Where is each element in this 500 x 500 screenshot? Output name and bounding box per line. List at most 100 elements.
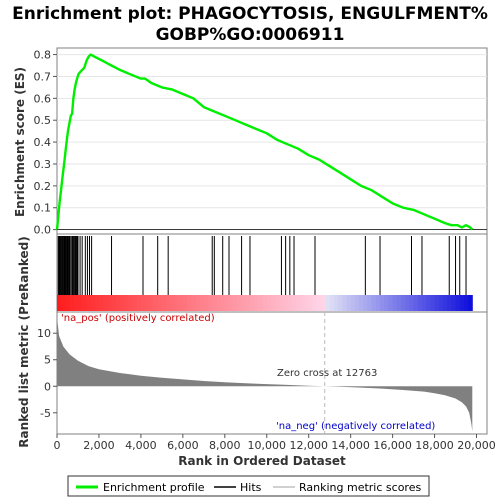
heatmap-segment xyxy=(338,295,343,311)
es-y-tick-label: 0.4 xyxy=(34,136,52,149)
es-y-tick-label: 0.7 xyxy=(34,70,52,83)
x-axis-label: Rank in Ordered Dataset xyxy=(178,454,346,468)
x-tick-label: 0 xyxy=(54,439,61,452)
heatmap-segment xyxy=(321,295,326,311)
heatmap-segment xyxy=(329,295,335,311)
es-y-tick-label: 0.5 xyxy=(34,114,52,127)
heatmap-segment xyxy=(388,295,394,311)
heatmap-segment xyxy=(438,295,444,311)
heatmap-segment xyxy=(203,295,209,311)
heatmap-segment xyxy=(409,295,415,311)
heatmap-segment xyxy=(149,295,154,311)
heatmap-segment xyxy=(308,295,314,311)
heatmap-segment xyxy=(426,295,431,311)
legend-box xyxy=(67,475,430,497)
rank-y-tick-label: 5 xyxy=(44,354,51,367)
heatmap-segment xyxy=(191,295,196,311)
neg-correlated-label: 'na_neg' (negatively correlated) xyxy=(276,421,435,432)
heatmap-segment xyxy=(380,295,385,311)
heatmap-segment xyxy=(216,295,222,311)
heatmap-segment xyxy=(346,295,352,311)
es-y-tick-label: 0.0 xyxy=(34,224,52,237)
heatmap-segment xyxy=(111,295,117,311)
es-y-tick-label: 0.1 xyxy=(34,202,52,215)
heatmap-segment xyxy=(178,295,184,311)
heatmap-segment xyxy=(119,295,125,311)
heatmap-segment xyxy=(77,295,83,311)
heatmap-segment xyxy=(115,295,121,311)
heatmap-segment xyxy=(270,295,276,311)
heatmap-segment xyxy=(413,295,419,311)
heatmap-segment xyxy=(107,295,113,311)
es-y-axis-label: Enrichment score (ES) xyxy=(13,67,27,217)
heatmap-segment xyxy=(61,295,66,311)
heatmap-segment xyxy=(182,295,188,311)
x-tick-label: 18,000 xyxy=(415,439,454,452)
heatmap-segment xyxy=(157,295,163,311)
heatmap-segment xyxy=(212,295,217,311)
heatmap-segment xyxy=(98,295,104,311)
heatmap-segment xyxy=(166,295,171,311)
x-tick-label: 14,000 xyxy=(331,439,370,452)
rank-y-tick-label: 0 xyxy=(44,380,51,393)
heatmap-segment xyxy=(359,295,364,311)
heatmap-segment xyxy=(287,295,293,311)
es-panel-frame xyxy=(56,47,488,235)
heatmap-segment xyxy=(153,295,159,311)
heatmap-segment xyxy=(392,295,398,311)
es-y-tick-label: 0.3 xyxy=(34,158,52,171)
heatmap-segment xyxy=(254,295,259,311)
heatmap-segment xyxy=(245,295,251,311)
heatmap-segment xyxy=(342,295,347,311)
heatmap-segment xyxy=(333,295,339,311)
rank-y-tick-label: -5 xyxy=(40,407,51,420)
legend-enrichment-label: Enrichment profile xyxy=(103,481,205,494)
rank-heatmap-bar xyxy=(57,295,473,311)
heatmap-segment xyxy=(430,295,436,311)
heatmap-segment xyxy=(103,295,108,311)
heatmap-segment xyxy=(459,295,465,311)
heatmap-segment xyxy=(233,295,238,311)
heatmap-segment xyxy=(434,295,440,311)
heatmap-segment xyxy=(199,295,205,311)
legend-hits-label: Hits xyxy=(240,481,262,494)
heatmap-segment xyxy=(384,295,389,311)
es-y-tick-label: 0.2 xyxy=(34,180,52,193)
rank-y-tick-label: 10 xyxy=(37,327,51,340)
x-tick-label: 4,000 xyxy=(125,439,157,452)
heatmap-segment xyxy=(170,295,175,311)
pos-correlated-label: 'na_pos' (positively correlated) xyxy=(61,313,215,324)
heatmap-segment xyxy=(291,295,297,311)
heatmap-segment xyxy=(283,295,289,311)
heatmap-segment xyxy=(195,295,201,311)
x-tick-label: 12,000 xyxy=(289,439,328,452)
es-y-tick-label: 0.8 xyxy=(34,49,52,62)
es-y-tick-label: 0.6 xyxy=(34,92,52,105)
x-tick-label: 10,000 xyxy=(248,439,287,452)
heatmap-segment xyxy=(136,295,142,311)
heatmap-segment xyxy=(275,295,280,311)
heatmap-segment xyxy=(132,295,138,311)
heatmap-segment xyxy=(296,295,301,311)
heatmap-segment xyxy=(86,295,92,311)
heatmap-segment xyxy=(350,295,356,311)
x-tick-label: 8,000 xyxy=(209,439,241,452)
heatmap-segment xyxy=(367,295,373,311)
heatmap-segment xyxy=(57,295,62,311)
heatmap-segment xyxy=(258,295,264,311)
heatmap-segment xyxy=(312,295,318,311)
heatmap-segment xyxy=(304,295,310,311)
heatmap-segment xyxy=(371,295,377,311)
heatmap-segment xyxy=(417,295,423,311)
heatmap-segment xyxy=(241,295,247,311)
heatmap-segment xyxy=(401,295,406,311)
heatmap-segment xyxy=(90,295,96,311)
heatmap-segment xyxy=(317,295,322,311)
heatmap-segment xyxy=(325,295,331,311)
heatmap-segment xyxy=(220,295,226,311)
heatmap-segment xyxy=(249,295,255,311)
es-y-ticks: 0.0 0.1 0.2 0.3 0.4 0.5 0.6 0.7 0.8 xyxy=(34,49,57,237)
es-curve xyxy=(55,53,474,231)
heatmap-segment xyxy=(447,295,452,311)
rank-x-ticks: 0 2,000 4,000 6,000 8,000 10,000 12,000 14,000 1… xyxy=(54,434,496,452)
